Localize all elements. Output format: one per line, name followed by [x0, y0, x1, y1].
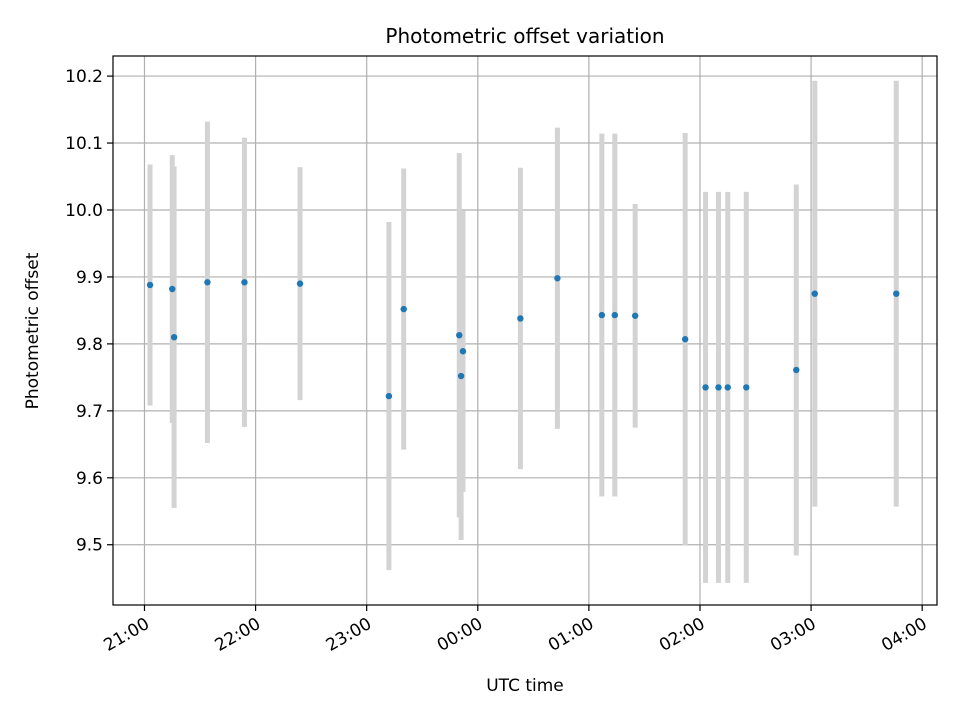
data-point — [811, 290, 818, 297]
y-tick-label: 9.7 — [76, 402, 103, 422]
data-point — [204, 279, 211, 286]
data-point — [681, 336, 689, 343]
data-point — [146, 281, 154, 289]
y-tick-label: 9.9 — [76, 268, 103, 288]
plot-frame — [112, 55, 938, 606]
data-point — [715, 384, 722, 391]
data-point — [296, 280, 304, 287]
y-tick-label: 9.8 — [76, 335, 103, 355]
data-point — [893, 290, 900, 297]
y-axis-label: Photometric offset — [23, 252, 43, 409]
data-point — [170, 333, 178, 341]
data-point — [456, 331, 463, 339]
data-point — [598, 311, 606, 319]
y-axis-ticks: 9.5 9.6 9.7 9.8 9.9 10.0 10.1 10.2 — [65, 67, 113, 556]
data-point — [169, 285, 176, 293]
grid — [113, 56, 937, 605]
data-point — [459, 348, 467, 355]
y-tick-label: 9.5 — [76, 536, 103, 556]
y-tick-label: 10.0 — [65, 201, 103, 221]
data-point — [554, 275, 561, 282]
chart-title: Photometric offset variation — [385, 24, 664, 48]
y-tick-label: 10.2 — [65, 67, 103, 87]
x-axis-label: UTC time — [486, 676, 564, 696]
data-point — [517, 315, 524, 322]
data-points — [146, 275, 900, 400]
y-tick-label: 10.1 — [65, 134, 103, 154]
data-point — [611, 311, 619, 319]
data-point — [724, 384, 731, 391]
data-point — [702, 384, 709, 391]
data-point — [385, 392, 393, 400]
data-point — [400, 305, 407, 313]
data-point — [793, 366, 800, 374]
data-point — [241, 279, 248, 286]
y-tick-label: 9.6 — [76, 469, 103, 489]
data-point — [743, 384, 750, 391]
data-point — [457, 372, 465, 380]
data-point — [631, 312, 639, 319]
